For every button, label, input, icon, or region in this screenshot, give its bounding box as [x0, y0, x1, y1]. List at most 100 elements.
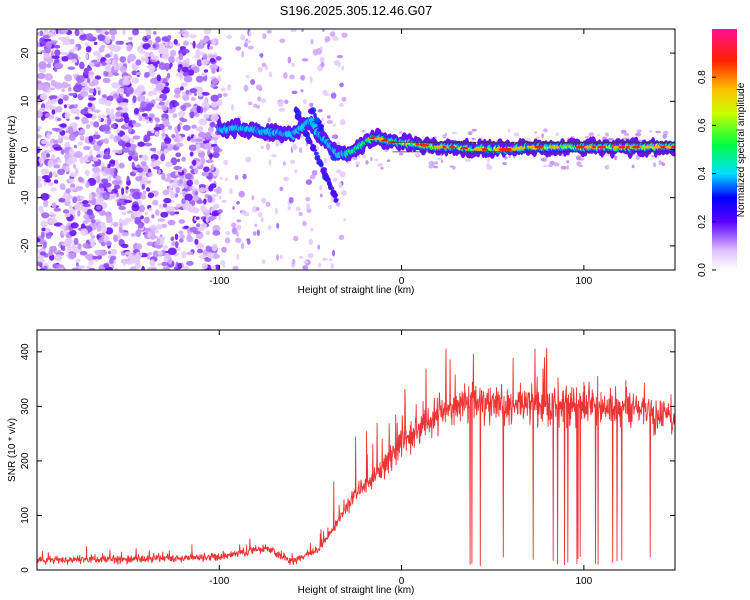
noise-blob: [48, 171, 53, 179]
noise-blob: [260, 216, 264, 223]
noise-blob: [57, 168, 65, 175]
noise-blob: [101, 178, 109, 184]
noise-blob: [52, 139, 59, 145]
noise-blob: [175, 130, 179, 136]
noise-blob: [164, 47, 169, 54]
noise-blob: [122, 75, 130, 80]
noise-blob: [37, 110, 43, 119]
noise-blob: [189, 111, 195, 119]
noise-blob: [502, 161, 507, 166]
noise-blob: [341, 32, 348, 38]
noise-blob: [121, 134, 130, 142]
noise-blob: [51, 29, 55, 34]
noise-blob: [268, 159, 272, 166]
ridge-core: [600, 145, 605, 149]
noise-blob: [208, 185, 214, 192]
noise-blob: [198, 184, 206, 188]
noise-blob: [61, 230, 68, 235]
noise-blob: [189, 186, 193, 191]
noise-blob: [59, 183, 66, 191]
noise-blob: [37, 134, 42, 139]
noise-blob: [60, 123, 67, 128]
noise-blob: [203, 29, 212, 35]
noise-blob: [152, 42, 160, 51]
noise-blob: [105, 59, 112, 64]
noise-blob: [200, 51, 205, 56]
ridge-core: [526, 145, 537, 149]
noise-blob: [414, 153, 420, 156]
y-tick-label: 0: [20, 567, 31, 573]
noise-blob: [332, 123, 336, 128]
noise-blob: [370, 157, 373, 161]
noise-blob: [251, 195, 255, 201]
noise-blob: [178, 238, 184, 243]
noise-blob: [183, 40, 189, 46]
noise-blob: [256, 229, 260, 236]
noise-blob: [147, 267, 153, 270]
noise-blob: [43, 52, 50, 58]
ridge-core: [388, 140, 396, 144]
noise-blob: [53, 164, 60, 169]
noise-blob: [51, 202, 57, 209]
noise-blob: [302, 220, 307, 227]
noise-blob: [122, 106, 129, 113]
noise-blob: [290, 29, 297, 33]
noise-blob: [203, 69, 209, 73]
noise-blob: [513, 132, 520, 137]
noise-blob: [256, 207, 260, 211]
noise-blob: [46, 63, 52, 69]
noise-blob: [541, 133, 544, 138]
noise-blob: [58, 134, 62, 140]
noise-blob: [120, 195, 130, 200]
ridge-core: [584, 145, 593, 149]
noise-blob: [141, 56, 145, 63]
noise-blob: [433, 165, 439, 169]
noise-blob: [198, 254, 207, 259]
noise-blob: [624, 132, 630, 137]
noise-blob: [93, 144, 101, 152]
noise-blob: [115, 40, 121, 45]
noise-blob: [148, 90, 154, 97]
noise-blob: [82, 200, 89, 205]
noise-blob: [209, 152, 213, 160]
noise-blob: [157, 169, 161, 175]
noise-blob: [241, 50, 244, 58]
noise-blob: [211, 38, 216, 46]
noise-blob: [179, 86, 184, 91]
noise-blob: [322, 257, 329, 261]
noise-blob: [638, 139, 644, 142]
noise-blob: [171, 181, 178, 189]
noise-blob: [300, 74, 305, 81]
noise-blob: [329, 258, 333, 262]
noise-blob: [217, 93, 223, 98]
noise-blob: [214, 140, 217, 144]
noise-blob: [180, 104, 187, 112]
noise-blob: [150, 161, 157, 168]
noise-blob: [85, 124, 91, 129]
noise-blob: [135, 71, 142, 76]
noise-blob: [148, 207, 153, 211]
ridge-core: [460, 146, 469, 150]
noise-blob: [100, 44, 106, 49]
noise-blob: [79, 90, 89, 97]
noise-blob: [105, 36, 111, 44]
noise-blob: [72, 46, 78, 51]
noise-blob: [257, 66, 263, 73]
noise-blob: [229, 188, 233, 195]
noise-blob: [355, 164, 359, 168]
noise-blob: [436, 157, 443, 161]
noise-blob: [68, 252, 77, 259]
noise-blob: [331, 249, 336, 257]
noise-blob: [187, 69, 195, 76]
noise-blob: [167, 219, 176, 226]
noise-blob: [332, 177, 338, 183]
noise-blob: [335, 202, 341, 207]
noise-blob: [38, 107, 46, 112]
noise-blob: [164, 137, 172, 145]
noise-blob: [64, 74, 73, 82]
noise-blob: [146, 241, 154, 247]
streak-blob: [303, 131, 310, 138]
noise-blob: [548, 163, 553, 168]
noise-blob: [188, 144, 197, 152]
noise-blob: [231, 227, 238, 235]
